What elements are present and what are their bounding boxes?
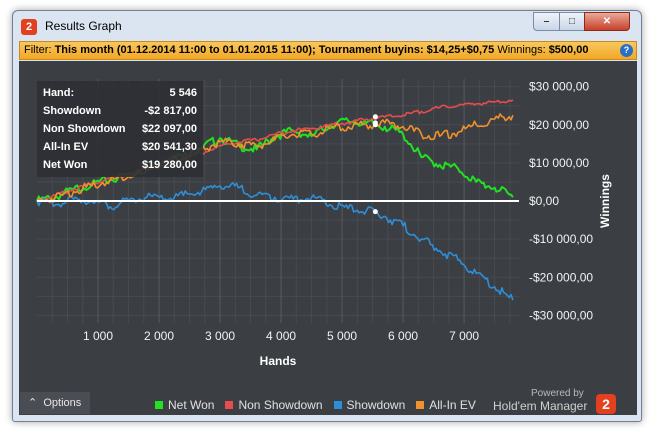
title-bar[interactable]: 2 Results Graph ⎯ □ ✕ [13, 11, 641, 41]
cursor-marker [372, 120, 378, 126]
stat-row-net-won: Net Won $19 280,00 [43, 156, 197, 174]
stat-row-showdown: Showdown -$2 817,00 [43, 102, 197, 120]
legend-swatch [416, 401, 425, 409]
filter-description: This month (01.12.2014 11:00 to 01.01.20… [54, 44, 495, 56]
y-tick-label: $30 000,00 [529, 80, 589, 94]
y-tick-label: $0,00 [529, 194, 559, 208]
stat-value: -$2 817,00 [144, 105, 197, 117]
legend-label: Showdown [346, 398, 406, 412]
cursor-marker [372, 209, 378, 215]
series-line-showdown [36, 182, 514, 301]
stat-value: 5 546 [169, 87, 197, 99]
stat-value: $22 097,00 [141, 123, 197, 135]
filter-winnings-label: Winnings: [494, 44, 549, 56]
stat-row-non-showdown: Non Showdown $22 097,00 [43, 120, 197, 138]
brand-name: Hold'em Manager [493, 399, 588, 413]
series-line-all-in-ev [36, 113, 514, 204]
filter-winnings-value: $500,00 [548, 44, 589, 56]
app-logo-icon: 2 [21, 19, 37, 35]
legend-swatch [225, 401, 234, 409]
graph-panel: 1 000 2 000 3 000 4 000 5 000 6 000 7 000 $30 0… [19, 61, 637, 415]
options-label: Options [43, 397, 82, 409]
legend-label: Net Won [168, 398, 215, 412]
maximize-button[interactable]: □ [559, 12, 585, 31]
window-title: Results Graph [45, 19, 122, 33]
minimize-button[interactable]: ⎯ [533, 12, 560, 31]
y-tick-label: $10 000,00 [529, 156, 589, 170]
legend-label: Non Showdown [238, 398, 323, 412]
stat-value: $19 280,00 [141, 159, 197, 171]
y-tick-label: -$20 000,00 [529, 270, 593, 284]
help-icon[interactable]: ? [620, 44, 633, 57]
brand-logo-icon: 2 [596, 394, 616, 414]
y-tick-label: -$10 000,00 [529, 232, 593, 246]
chart-legend: Net Won Non Showdown Showdown All-In EV [155, 398, 476, 412]
legend-item-non-showdown[interactable]: Non Showdown [225, 398, 323, 412]
x-tick-label: 2 000 [144, 329, 174, 343]
stat-label: All-In EV [43, 141, 89, 153]
results-graph-window: 2 Results Graph ⎯ □ ✕ Filter: This month… [12, 10, 642, 422]
x-tick-label: 1 000 [83, 329, 113, 343]
legend-swatch [333, 401, 342, 409]
y-tick-label: -$30 000,00 [529, 308, 593, 322]
x-axis-title: Hands [260, 354, 297, 368]
close-button[interactable]: ✕ [584, 12, 630, 31]
y-tick-label: $20 000,00 [529, 118, 589, 132]
x-tick-label: 3 000 [205, 329, 235, 343]
filter-prefix: Filter: [24, 44, 55, 56]
stat-label: Showdown [43, 105, 102, 117]
series-line-net-won [36, 117, 514, 202]
legend-item-showdown[interactable]: Showdown [333, 398, 406, 412]
legend-swatch [155, 401, 163, 409]
chevron-up-icon: ⌃ [28, 397, 38, 409]
stat-label: Net Won [43, 159, 88, 171]
stat-row-all-in-ev: All-In EV $20 541,30 [43, 138, 197, 156]
x-tick-label: 4 000 [266, 329, 296, 343]
hand-stats-box: Hand: 5 546 Showdown -$2 817,00 Non Showdo… [37, 81, 203, 177]
x-tick-label: 5 000 [327, 329, 357, 343]
legend-label: All-In EV [429, 398, 476, 412]
stat-label: Non Showdown [43, 123, 126, 135]
legend-item-net-won[interactable]: Net Won [155, 398, 214, 412]
cursor-marker [372, 114, 378, 120]
x-tick-label: 6 000 [388, 329, 418, 343]
stat-row-hand: Hand: 5 546 [43, 84, 197, 102]
options-button[interactable]: ⌃ Options [20, 392, 90, 414]
legend-item-all-in-ev[interactable]: All-In EV [416, 398, 476, 412]
x-tick-label: 7 000 [449, 329, 479, 343]
powered-by-text: Powered by [531, 388, 584, 399]
filter-bar[interactable]: Filter: This month (01.12.2014 11:00 to … [19, 41, 637, 60]
y-axis-title: Winnings [598, 174, 612, 228]
stat-value: $20 541,30 [141, 141, 197, 153]
stat-label: Hand: [43, 87, 75, 99]
